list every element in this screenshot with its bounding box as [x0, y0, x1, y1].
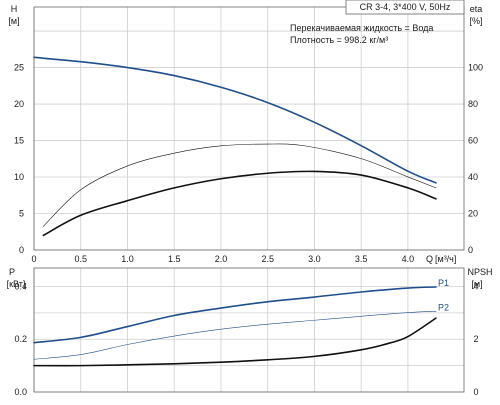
q-tick-label: 3.5 [355, 254, 368, 264]
series-label-P2: P2 [438, 302, 449, 312]
h-tick-label: 10 [14, 172, 24, 182]
p-axis-unit: [кВт] [7, 279, 26, 289]
q-axis-unit: [м³/ч] [435, 254, 456, 264]
curve-eta-lower [42, 170, 437, 237]
eta-tick-label: 0 [468, 245, 473, 255]
plot-frame-top [33, 6, 465, 251]
npsh-axis-label: NPSH [467, 267, 492, 277]
p-tick-label: 0.4 [14, 281, 27, 291]
model-label: CR 3-4, 3*400 V, 50Hz [360, 2, 451, 12]
q-tick-label: 2.5 [261, 254, 274, 264]
npsh-tick-label: 2 [473, 334, 478, 344]
q-tick-label: 2.0 [215, 254, 228, 264]
h-tick-label: 5 [19, 209, 24, 219]
curve-H [33, 56, 437, 184]
q-tick-label: 4.0 [402, 254, 415, 264]
h-tick-label: 20 [14, 99, 24, 109]
eta-tick-label: 40 [468, 172, 478, 182]
q-tick-label: 3.0 [308, 254, 321, 264]
model-box [345, 0, 465, 15]
curve-P2 [33, 310, 437, 360]
eta-tick-label: 60 [468, 135, 478, 145]
density-label: Плотность = 998.2 кг/м³ [290, 35, 388, 45]
plot-frame-bottom [33, 267, 465, 393]
q-tick-label: 1.5 [168, 254, 181, 264]
liquid-label: Перекачиваемая жидкость = Вода [290, 23, 433, 33]
series-label-P1: P1 [438, 278, 449, 288]
h-tick-label: 0 [19, 245, 24, 255]
curve-eta-upper [43, 143, 437, 227]
npsh-tick-label: 0 [473, 387, 478, 397]
h-tick-label: 25 [14, 63, 24, 73]
eta-tick-label: 80 [468, 99, 478, 109]
h-axis-label: H [11, 4, 18, 14]
h-axis-unit: [м] [8, 16, 19, 26]
p-axis-label: P [9, 267, 15, 277]
curve-NPSH [33, 317, 437, 367]
npsh-tick-label: 4 [473, 281, 478, 291]
curve-P1 [33, 286, 437, 344]
h-tick-label: 15 [14, 136, 24, 146]
npsh-axis-unit: [м] [471, 279, 482, 289]
eta-axis-label: eta [470, 4, 483, 14]
eta-axis-unit: [%] [469, 16, 482, 26]
p-tick-label: 0.0 [14, 387, 27, 397]
eta-tick-label: 20 [468, 208, 478, 218]
eta-tick-label: 100 [468, 62, 483, 72]
p-tick-label: 0.2 [14, 334, 27, 344]
q-tick-label: 0 [31, 254, 36, 264]
q-axis-label: Q [426, 254, 433, 264]
q-tick-label: 0.5 [74, 254, 87, 264]
q-tick-label: 1.0 [121, 254, 134, 264]
